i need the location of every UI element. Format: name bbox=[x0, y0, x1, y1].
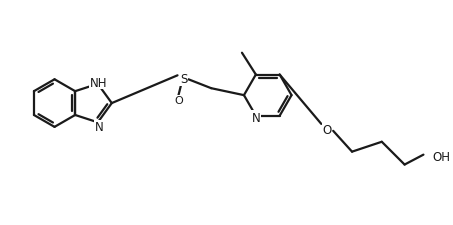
Text: S: S bbox=[180, 73, 187, 86]
Text: O: O bbox=[323, 123, 332, 136]
Text: N: N bbox=[94, 121, 103, 134]
Text: N: N bbox=[251, 111, 260, 124]
Text: NH: NH bbox=[90, 76, 107, 90]
Text: O: O bbox=[174, 96, 183, 106]
Text: OH: OH bbox=[432, 150, 450, 163]
